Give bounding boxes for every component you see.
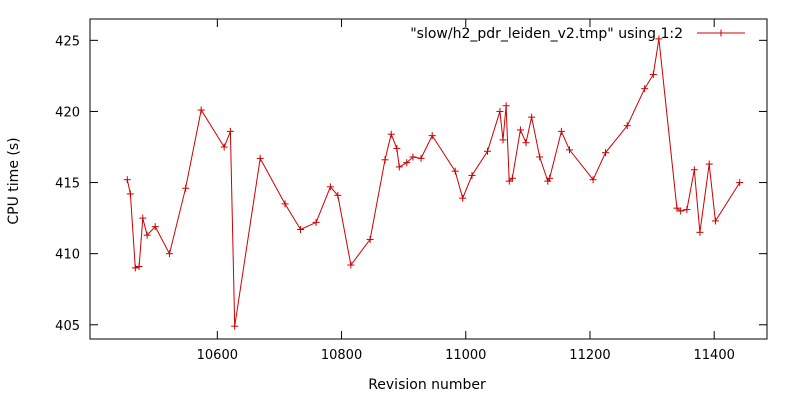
data-point [312,218,320,226]
data-point [123,176,131,184]
data-point [546,174,554,182]
data-point [297,225,305,233]
y-tick-label: 405 [55,319,80,334]
data-point [143,231,151,239]
data-point [641,85,649,93]
legend: "slow/h2_pdr_leiden_v2.tmp" using 1:2 [410,26,745,42]
data-point [139,214,147,222]
data-point [496,107,504,115]
data-point [393,144,401,152]
data-point [409,153,417,161]
data-point [736,179,744,187]
data-point [459,194,467,202]
x-tick-label: 11400 [694,348,735,363]
y-tick-label: 425 [55,34,80,49]
x-axis: 10600 10800 11000 11200 11400 [197,19,735,363]
data-point [536,153,544,161]
data-point [395,163,403,171]
y-tick-label: 420 [55,105,80,120]
data-point [683,206,691,214]
x-axis-title: Revision number [368,377,486,393]
data-point [451,167,459,175]
data-point [231,322,239,330]
data-point [366,235,374,243]
data-point [166,250,174,258]
legend-label: "slow/h2_pdr_leiden_v2.tmp" using 1:2 [410,26,683,42]
data-point [326,183,334,191]
y-axis: 405 410 415 420 425 [55,34,767,334]
series-line [126,38,741,327]
data-point [281,200,289,208]
data-point [557,127,565,135]
data-point [711,217,719,225]
data-point [502,102,510,110]
x-tick-label: 10600 [197,348,238,363]
data-point [516,126,524,134]
y-axis-title: CPU time (s) [6,137,22,224]
data-point [403,159,411,167]
data-point [696,228,704,236]
data-point [623,122,631,130]
series-layer [123,35,744,330]
data-point [522,139,530,147]
x-tick-label: 11200 [569,348,610,363]
data-point [151,223,159,231]
data-point [347,261,355,269]
data-point [468,171,476,179]
data-point [677,207,685,215]
data-point [655,35,663,43]
data-point [256,154,264,162]
data-point [417,154,425,162]
data-point [673,204,681,212]
x-tick-label: 11000 [445,348,486,363]
data-point [528,113,536,121]
data-point [499,136,507,144]
data-point [135,262,143,270]
data-point [387,130,395,138]
data-point [182,184,190,192]
data-point [565,146,573,154]
data-point [334,191,342,199]
legend-marker [717,29,725,37]
data-point [649,70,657,78]
plot-frame [89,18,768,340]
x-tick-label: 10800 [321,348,362,363]
data-point [428,132,436,140]
data-point [131,264,139,272]
data-point [705,160,713,168]
data-point [508,174,516,182]
data-point [126,190,134,198]
data-point [381,156,389,164]
y-tick-label: 410 [55,248,80,263]
data-point [505,177,513,185]
data-point [484,147,492,155]
data-point [690,166,698,174]
y-tick-label: 415 [55,177,80,192]
data-point [602,149,610,157]
plot-border [89,18,768,340]
data-point [220,143,228,151]
data-point [197,106,205,114]
data-point [589,176,597,184]
data-point [226,127,234,135]
